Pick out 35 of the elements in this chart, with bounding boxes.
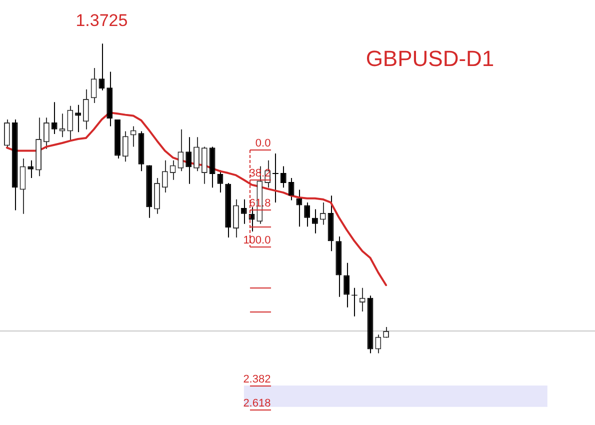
candlestick [98, 43, 105, 91]
candlestick [233, 198, 239, 238]
candlestick [75, 104, 81, 133]
candlestick [194, 136, 200, 172]
text: 2.618 [243, 398, 271, 410]
candlestick [51, 102, 58, 135]
annotation: 0.0 [255, 138, 271, 150]
candlestick [90, 68, 97, 104]
candlestick [67, 105, 74, 142]
annotation: 1.3725 [76, 10, 128, 30]
candlestick [217, 170, 224, 194]
candlestick [82, 88, 89, 130]
candlestick [375, 334, 382, 354]
candlestick [162, 160, 168, 194]
candlestick [312, 208, 318, 234]
text: 2.382 [243, 374, 271, 386]
candlestick [122, 130, 128, 162]
candlestick [130, 126, 136, 148]
candlestick [304, 202, 310, 228]
candlestick [320, 202, 326, 226]
candlestick [178, 128, 184, 172]
candlestick [186, 136, 192, 184]
candlestick [201, 146, 208, 184]
candlestick [28, 160, 34, 178]
candlestick [20, 158, 26, 214]
candlestick [240, 198, 247, 224]
chart-title: GBPUSD-D1 [364, 46, 496, 72]
candlestick [344, 262, 350, 308]
candlestick [359, 287, 366, 312]
candlestick [280, 166, 286, 188]
candlestick [4, 118, 10, 150]
annotation: 100.0 [243, 234, 271, 247]
candlestick [296, 189, 302, 228]
candlestick [272, 153, 278, 203]
candlestick [43, 117, 50, 150]
